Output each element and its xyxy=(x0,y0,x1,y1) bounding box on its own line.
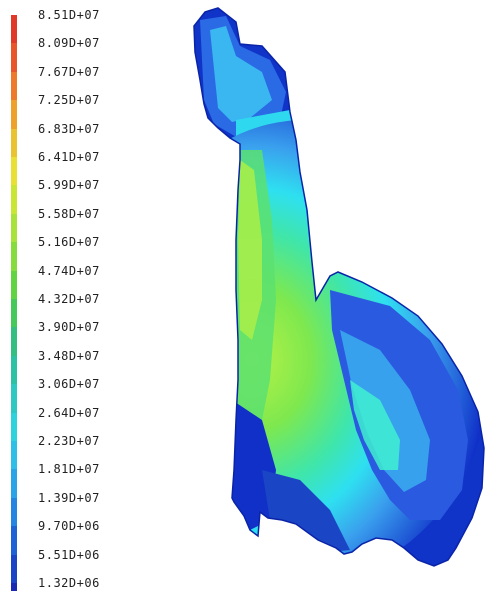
legend-color-swatch xyxy=(11,526,17,555)
contour-region-lower-base xyxy=(262,470,350,552)
legend-tick-label: 4.74D+07 xyxy=(38,263,100,278)
legend-color-swatch xyxy=(11,71,17,101)
legend-color-swatch xyxy=(11,100,17,129)
legend-color-swatch xyxy=(11,497,17,527)
legend-color-swatch xyxy=(11,469,17,498)
legend-tick-label: 6.83D+07 xyxy=(38,121,100,136)
legend-tick-label: 5.58D+07 xyxy=(38,206,100,221)
legend-tick-label: 1.39D+07 xyxy=(38,490,100,505)
color-legend: 8.51D+07 8.09D+07 7.67D+07 7.25D+07 6.83D+07… xyxy=(0,0,160,597)
legend-color-swatch xyxy=(11,299,17,328)
legend-tick-label: 5.16D+07 xyxy=(38,235,100,250)
contour-region-cap-inner xyxy=(210,26,272,122)
legend-tick-label: 8.09D+07 xyxy=(38,36,100,51)
legend-color-swatch xyxy=(11,43,17,72)
legend-color-swatch xyxy=(11,384,17,413)
contour-region-lower-left xyxy=(232,400,276,530)
legend-tick-label: 1.81D+07 xyxy=(38,462,100,477)
legend-color-swatch xyxy=(11,583,17,591)
legend-tick-label: 3.48D+07 xyxy=(38,348,100,363)
contour-region-yellow-strip xyxy=(238,160,262,340)
legend-tick-label: 4.32D+07 xyxy=(38,292,100,306)
legend-color-swatch xyxy=(11,128,17,157)
legend-tick-label: 3.90D+07 xyxy=(38,320,100,335)
legend-tick-label: 5.51D+06 xyxy=(38,547,100,562)
legend-color-swatch xyxy=(11,213,17,243)
legend-tick-label: 7.67D+07 xyxy=(38,64,100,79)
legend-tick-label: 2.64D+07 xyxy=(38,405,100,420)
legend-color-swatch xyxy=(11,157,17,186)
legend-color-swatch xyxy=(11,15,17,44)
legend-color-swatch xyxy=(11,412,17,441)
legend-color-swatch xyxy=(11,242,17,271)
legend-tick-label: 6.41D+07 xyxy=(38,150,100,164)
legend-tick-label: 7.25D+07 xyxy=(38,93,100,108)
legend-tick-label: 3.06D+07 xyxy=(38,377,100,392)
legend-color-swatch xyxy=(11,185,17,214)
contour-region-bulb-core xyxy=(350,380,400,470)
legend-color-swatch xyxy=(11,327,17,356)
contour-outline xyxy=(193,7,485,567)
legend-tick-label: 8.51D+07 xyxy=(38,8,100,22)
legend-color-swatch xyxy=(11,441,17,470)
legend-tick-label: 2.23D+07 xyxy=(38,434,100,448)
legend-tick-label: 5.99D+07 xyxy=(38,178,100,193)
legend-tick-label: 9.70D+06 xyxy=(38,519,100,534)
legend-color-swatch xyxy=(11,554,17,583)
legend-tick-label: 1.32D+06 xyxy=(38,576,100,590)
legend-color-swatch xyxy=(11,355,17,385)
legend-color-swatch xyxy=(11,270,17,299)
